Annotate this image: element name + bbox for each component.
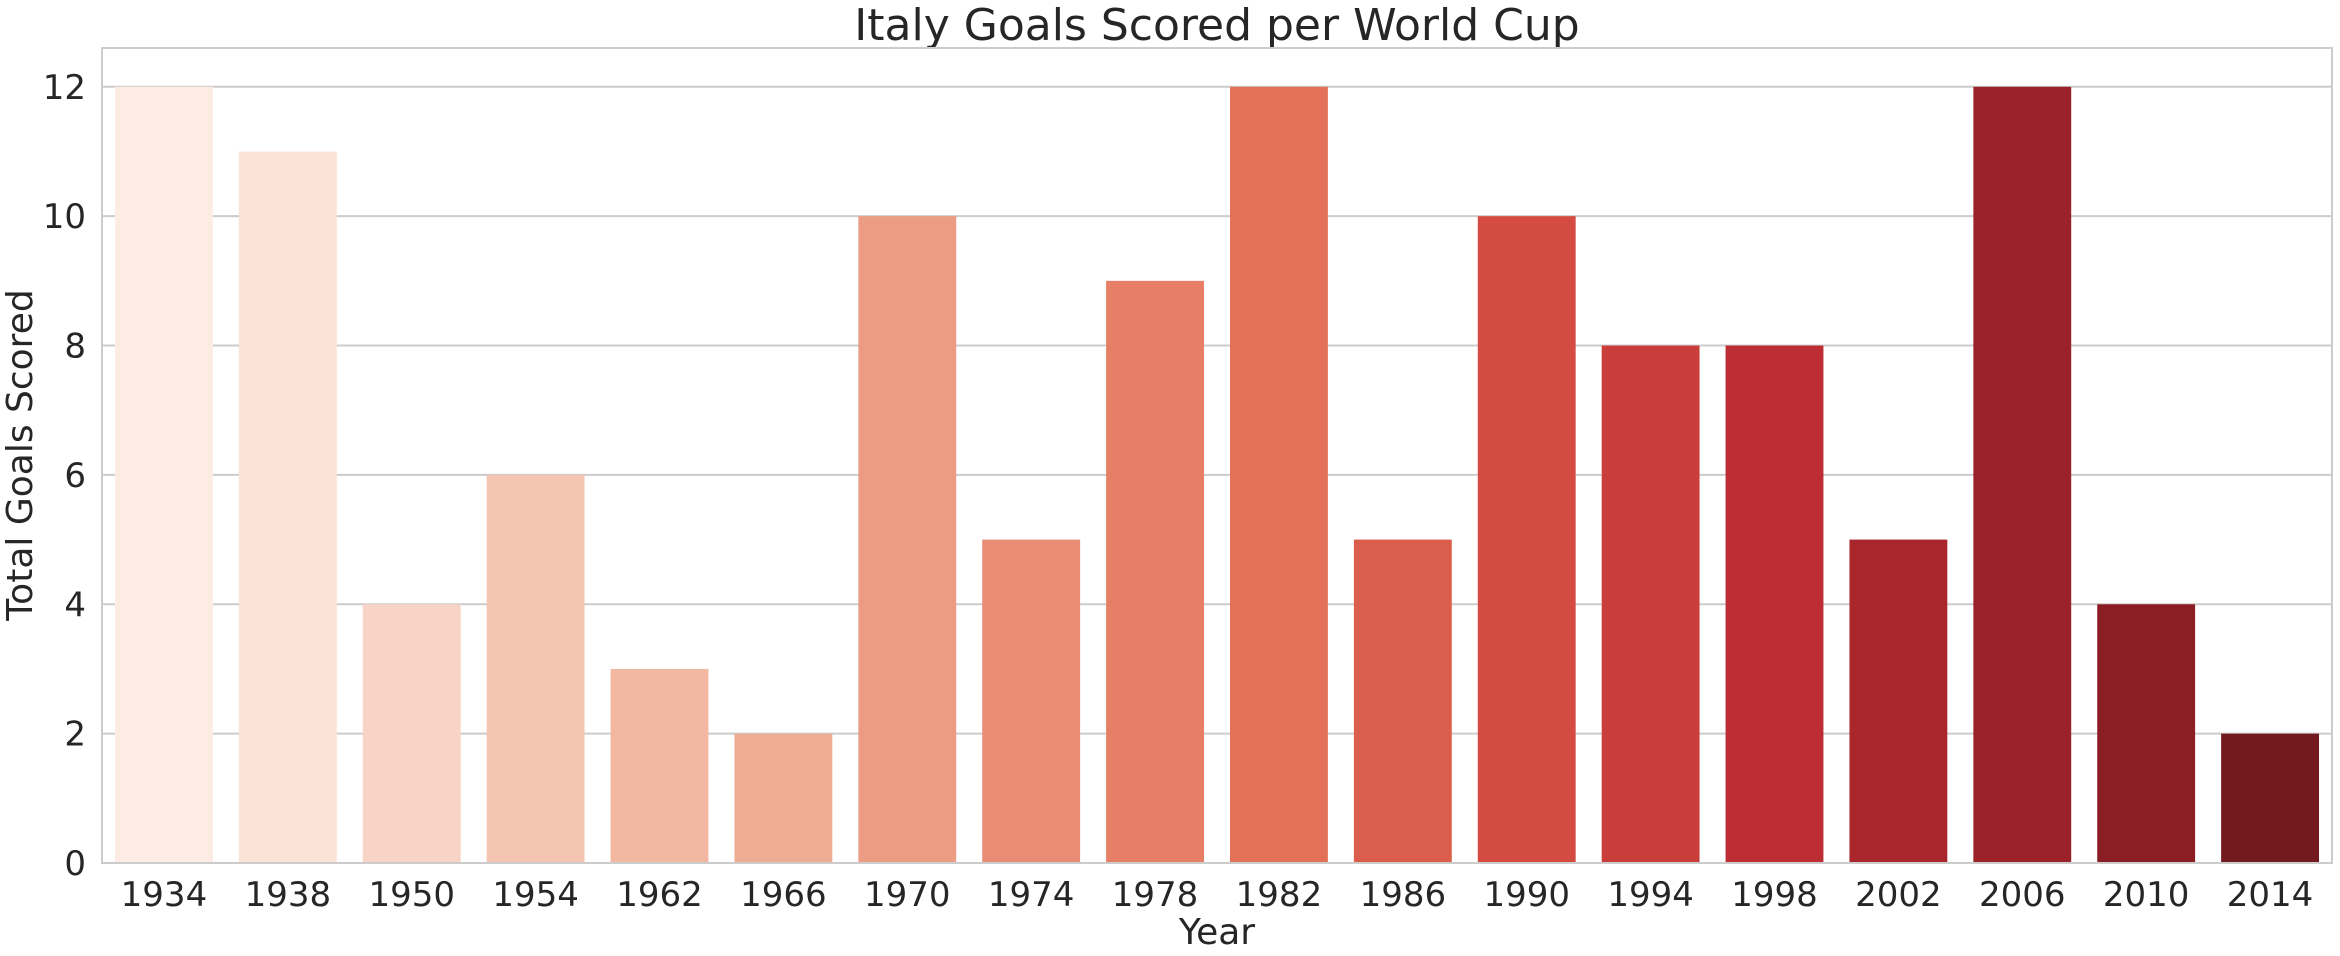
y-tick-labels: 0 2 4 6 8 10 12: [43, 68, 86, 884]
y-tick-label: 8: [64, 327, 86, 367]
x-axis-label: Year: [1178, 912, 1255, 953]
y-tick-label: 0: [64, 844, 86, 884]
x-tick-label: 1954: [492, 875, 579, 915]
y-axis-label: Total Goals Scored: [0, 289, 41, 621]
bar-1974: [982, 539, 1081, 863]
y-tick-label: 12: [43, 68, 86, 108]
bar-1978: [1106, 280, 1204, 863]
bar-1938: [238, 151, 337, 863]
x-tick-label: 1982: [1236, 875, 1323, 915]
x-tick-label: 2006: [1979, 875, 2066, 915]
chart-title: Italy Goals Scored per World Cup: [854, 0, 1579, 51]
x-tick-label: 1990: [1483, 875, 1570, 915]
y-tick-label: 6: [64, 456, 86, 496]
x-tick-label: 1970: [864, 875, 951, 915]
bar-1970: [858, 216, 957, 863]
x-tick-label: 1998: [1731, 875, 1818, 915]
x-tick-label: 1966: [740, 875, 827, 915]
plot-frame: [101, 47, 2333, 864]
bar-1990: [1477, 216, 1576, 863]
bar-1986: [1353, 539, 1452, 863]
x-tick-label: 2010: [2103, 875, 2190, 915]
y-tick-label: 4: [64, 585, 86, 625]
x-tick-label: 1994: [1607, 875, 1694, 915]
x-tick-label: 2002: [1855, 875, 1942, 915]
bar-2014: [2221, 733, 2319, 863]
x-tick-labels: 1934 1938 1950 1954 1962 1966 1970 1974 1978 1982…: [121, 875, 2314, 915]
x-tick-label: 1938: [245, 875, 332, 915]
bar-1950: [362, 604, 461, 863]
x-tick-label: 1986: [1360, 875, 1447, 915]
bar-1934: [115, 86, 213, 864]
x-tick-label: 1950: [368, 875, 455, 915]
bar-2006: [1973, 86, 2072, 864]
bar-1982: [1230, 86, 1328, 864]
bar-1998: [1725, 345, 1824, 863]
bar-1994: [1601, 345, 1700, 863]
bar-2010: [2097, 604, 2196, 863]
bars: [115, 86, 2319, 864]
bar-2002: [1849, 539, 1948, 863]
x-tick-label: 1934: [121, 875, 208, 915]
x-tick-label: 1978: [1112, 875, 1199, 915]
bar-1954: [486, 474, 585, 863]
bar-1962: [610, 668, 709, 863]
x-tick-label: 1974: [988, 875, 1075, 915]
x-tick-label: 1962: [616, 875, 703, 915]
y-tick-label: 10: [43, 197, 86, 237]
bar-1966: [734, 733, 833, 863]
y-tick-label: 2: [64, 715, 86, 755]
gridlines: [102, 85, 2332, 735]
x-tick-label: 2014: [2227, 875, 2314, 915]
